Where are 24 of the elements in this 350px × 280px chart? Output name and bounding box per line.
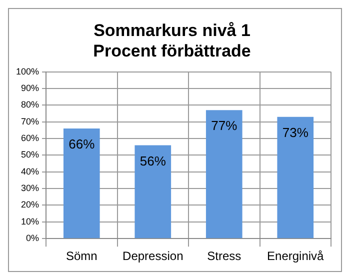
y-tick-label: 30%	[21, 183, 40, 194]
chart-title: Sommarkurs nivå 1 Procent förbättrade	[93, 20, 251, 60]
y-tick-label: 90%	[21, 82, 40, 93]
x-tick-label: Energinivå	[267, 249, 324, 264]
bar	[63, 128, 100, 238]
x-tick-label: Stress	[207, 249, 242, 264]
data-label: 66%	[68, 136, 96, 152]
y-tick-label: 60%	[21, 133, 40, 144]
y-tick-label: 0%	[26, 233, 40, 244]
x-tick-label: Depression	[122, 249, 184, 264]
data-label: 56%	[140, 153, 166, 168]
y-tick-label: 100%	[16, 66, 40, 76]
bar	[277, 116, 314, 238]
data-label: 77%	[211, 118, 238, 134]
x-tick-label: Sömn	[66, 249, 98, 264]
data-label: 73%	[282, 124, 309, 140]
y-tick-label: 20%	[21, 200, 40, 210]
y-tick-label: 70%	[21, 116, 40, 126]
y-tick-label: 50%	[21, 150, 40, 160]
y-tick-label: 80%	[21, 100, 40, 110]
bar	[206, 110, 242, 238]
y-tick-label: 10%	[21, 216, 40, 226]
y-tick-label: 40%	[21, 166, 40, 176]
bar	[134, 145, 172, 238]
